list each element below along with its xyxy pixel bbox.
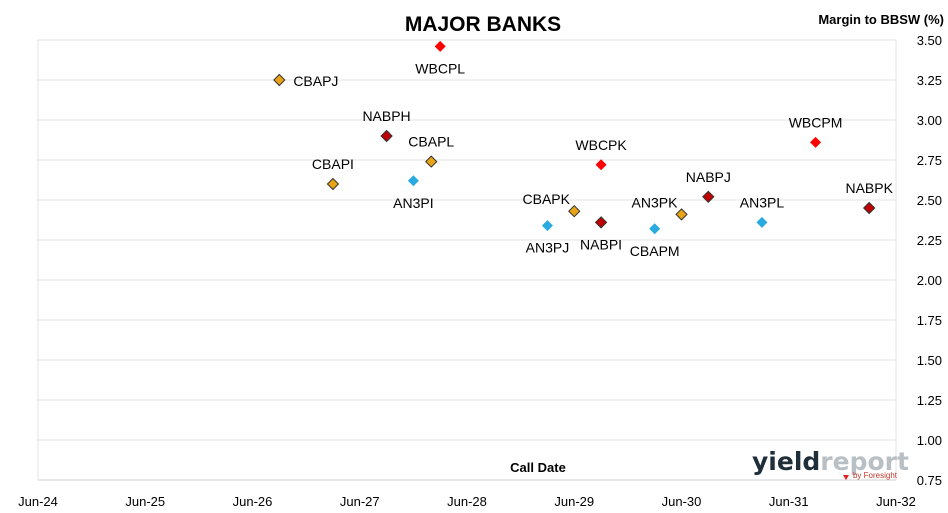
x-tick-label: Jun-27 xyxy=(340,494,380,509)
point-NABPH xyxy=(380,129,393,143)
y-tick-label: 1.25 xyxy=(917,393,942,408)
point-label-WBCPL: WBCPL xyxy=(415,60,465,76)
point-NABPK xyxy=(862,201,876,215)
point-label-NABPK: NABPK xyxy=(845,180,893,196)
y-tick-label: 3.25 xyxy=(917,73,942,88)
point-label-AN3PJ: AN3PJ xyxy=(526,240,570,256)
y-tick-label: 1.75 xyxy=(917,313,942,328)
point-CBAPK xyxy=(568,204,581,218)
x-axis-label: Call Date xyxy=(510,460,566,475)
point-NABPJ xyxy=(702,190,715,204)
point-label-AN3PI: AN3PI xyxy=(393,195,433,211)
x-tick-label: Jun-26 xyxy=(233,494,273,509)
point-label-CBAPM: CBAPM xyxy=(630,243,680,259)
x-tick-label: Jun-25 xyxy=(125,494,165,509)
y-tick-label: 2.00 xyxy=(917,273,942,288)
y-tick-label: 3.50 xyxy=(917,33,942,48)
point-label-CBAPI: CBAPI xyxy=(312,156,354,172)
y-tick-label: 2.75 xyxy=(917,153,942,168)
point-CBAPJ xyxy=(273,73,286,87)
point-AN3PL xyxy=(756,216,768,228)
point-label-NABPI: NABPI xyxy=(580,236,622,252)
point-AN3PI xyxy=(407,175,419,187)
chart-title: MAJOR BANKS xyxy=(405,13,561,36)
x-tick-labels: Jun-24 Jun-25 Jun-26 Jun-27 Jun-28 Jun-29 Jun-… xyxy=(18,494,916,509)
point-AN3PJ xyxy=(541,220,553,232)
point-label-WBCPK: WBCPK xyxy=(575,137,627,153)
x-tick-label: Jun-30 xyxy=(662,494,702,509)
point-CBAPL xyxy=(425,155,438,168)
gridlines xyxy=(37,39,897,480)
point-label-NABPJ: NABPJ xyxy=(686,169,731,185)
x-tick-label: Jun-32 xyxy=(876,494,916,509)
point-label-NABPH: NABPH xyxy=(362,108,410,124)
y-tick-labels: 0.75 1.00 1.25 1.50 1.75 2.00 2.25 2.50 2.75 3.00… xyxy=(917,33,942,488)
point-NABPI xyxy=(594,216,608,229)
yieldreport-logo: yieldreport by Foresight xyxy=(752,447,909,480)
logo-word-report: report xyxy=(820,447,909,476)
y-tick-label: 0.75 xyxy=(917,473,942,488)
y-tick-label: 2.25 xyxy=(917,233,942,248)
point-CBAPM xyxy=(649,223,661,235)
point-label-WBCPM: WBCPM xyxy=(789,114,843,130)
point-label-AN3PL: AN3PL xyxy=(740,194,785,210)
point-WBCPK xyxy=(595,159,607,171)
x-tick-label: Jun-24 xyxy=(18,494,58,509)
y-axis-label: Margin to BBSW (%) xyxy=(818,12,944,27)
point-label-CBAPK: CBAPK xyxy=(523,191,571,207)
point-WBCPL xyxy=(434,40,446,52)
logo-word-yield: yield xyxy=(752,447,820,476)
svg-text:yieldreport: yieldreport xyxy=(752,447,909,476)
logo-by-foresight: by Foresight xyxy=(853,471,898,480)
point-CBAPI xyxy=(326,177,340,191)
data-points xyxy=(273,40,876,235)
x-tick-label: Jun-28 xyxy=(447,494,487,509)
x-tick-label: Jun-31 xyxy=(769,494,809,509)
point-label-CBAPJ: CBAPJ xyxy=(293,73,338,89)
point-WBCPM xyxy=(810,136,822,148)
y-tick-label: 3.00 xyxy=(917,113,942,128)
x-tick-label: Jun-29 xyxy=(554,494,594,509)
point-AN3PK xyxy=(675,208,688,221)
y-tick-label: 1.50 xyxy=(917,353,942,368)
y-tick-label: 2.50 xyxy=(917,193,942,208)
logo-triangle-icon xyxy=(843,475,849,480)
point-label-CBAPL: CBAPL xyxy=(408,134,454,150)
point-labels: CBAPJ WBCPL NABPH CBAPL CBAPI AN3PI WBCPK CBAPK… xyxy=(293,60,893,258)
y-tick-label: 1.00 xyxy=(917,433,942,448)
point-label-AN3PK: AN3PK xyxy=(632,194,679,210)
